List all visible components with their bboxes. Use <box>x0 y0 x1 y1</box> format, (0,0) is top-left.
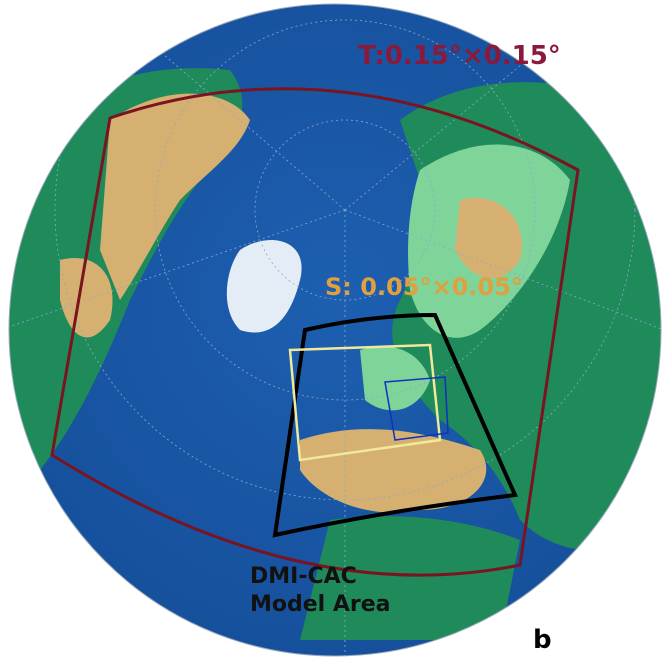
panel-label: b <box>533 625 552 655</box>
t-domain <box>50 87 580 577</box>
s-resolution: S: 0.05°×0.05° <box>325 273 523 301</box>
land <box>300 516 520 640</box>
s-domain <box>288 343 442 462</box>
inner-domain <box>384 376 449 441</box>
model-area-label: Model Area <box>250 592 391 617</box>
land <box>60 258 113 338</box>
greenland <box>226 240 302 333</box>
land <box>360 346 430 411</box>
land <box>100 93 250 301</box>
globe-edge <box>8 3 662 657</box>
model-area-label: DMI-CAC <box>250 564 357 589</box>
land <box>300 429 487 513</box>
model-area <box>272 312 518 538</box>
t-resolution: T:0.15°×0.15° <box>358 41 561 71</box>
